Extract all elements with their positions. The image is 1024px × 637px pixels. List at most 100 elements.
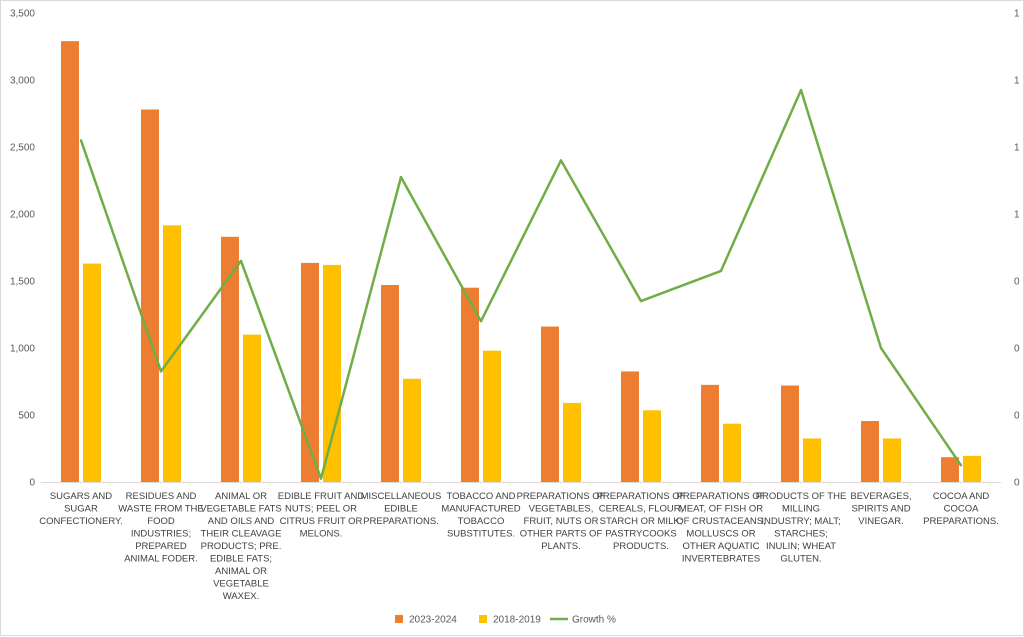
line-point — [639, 299, 643, 303]
x-category-line: MOLLUSCS OR — [686, 529, 755, 540]
line-point — [319, 477, 323, 480]
x-category-line: MELONS. — [300, 529, 343, 540]
bar-2018-2019 — [723, 423, 741, 482]
line-point — [399, 175, 403, 179]
y2-tick-label: 0 — [1014, 478, 1020, 489]
y-tick-label: 3,000 — [10, 76, 35, 87]
legend: 2023-2024 2018-2019 Growth % — [395, 615, 616, 626]
x-category-line: EDIBLE FATS; — [210, 554, 272, 565]
bar-2023-2024 — [301, 262, 319, 482]
bar-2018-2019 — [803, 438, 821, 482]
x-category-line: PRODUCTS OF THE — [756, 491, 847, 502]
x-category-label: TOBACCO AND MANUFACTURED TOBACCO SUBSTITUTE… — [441, 491, 520, 540]
y-tick-label: 2,500 — [10, 143, 35, 154]
x-category-line: COCOA — [944, 504, 980, 515]
y-tick-label: 2,000 — [10, 210, 35, 221]
x-category-label: COCOA AND COCOA PREPARATIONS. — [923, 491, 999, 527]
x-category-line: VEGETABLES, — [529, 504, 594, 515]
line-point — [79, 139, 83, 142]
x-category-line: CONFECTIONERY. — [39, 516, 123, 527]
x-category-line: PRODUCTS; PRE. — [201, 541, 282, 552]
x-category-line: COCOA AND — [933, 491, 990, 502]
x-category-line: INULIN; WHEAT — [766, 541, 836, 552]
y-tick-label: 0 — [29, 478, 35, 489]
bar-2018-2019 — [483, 350, 501, 482]
bar-2023-2024 — [61, 41, 79, 482]
bar-2023-2024 — [461, 287, 479, 482]
x-category-line: PREPARED — [135, 541, 187, 552]
line-point — [239, 259, 243, 263]
x-category-label: PREPARATIONS OF MEAT, OF FISH OR OF CRUSTA… — [676, 491, 766, 565]
x-category-line: PREPARATIONS. — [923, 516, 999, 527]
x-category-line: ANIMAL OR — [215, 566, 267, 577]
y2-tick-label: 0 — [1014, 344, 1020, 355]
x-category-line: SUBSTITUTES. — [447, 529, 515, 540]
x-category-label: MISCELLANEOUS EDIBLE PREPARATIONS. — [361, 491, 442, 527]
x-category-line: PREPARATIONS OF — [517, 491, 606, 502]
x-category-line: PREPARATIONS. — [363, 516, 439, 527]
x-category-line: THEIR CLEAVAGE — [201, 529, 282, 540]
x-category-line: EDIBLE FRUIT AND — [278, 491, 365, 502]
x-category-line: FOOD — [147, 516, 175, 527]
bar-2018-2019 — [323, 264, 341, 482]
x-category-label: SUGARS AND SUGAR CONFECTIONERY. — [39, 491, 123, 527]
bar-2023-2024 — [941, 457, 959, 482]
legend-label: Growth % — [572, 615, 616, 626]
bar-2018-2019 — [83, 263, 101, 482]
bar-2018-2019 — [563, 402, 581, 482]
bar-2023-2024 — [701, 384, 719, 482]
x-axis: SUGARS AND SUGAR CONFECTIONERY.RESIDUES AN… — [39, 482, 1001, 602]
y2-tick-label: 1 — [1014, 9, 1020, 20]
x-category-line: RESIDUES AND — [126, 491, 197, 502]
x-category-line: MEAT, OF FISH OR — [679, 504, 763, 515]
legend-label: 2023-2024 — [409, 615, 457, 626]
line-point — [559, 159, 563, 162]
line-point — [159, 370, 163, 373]
y2-tick-label: 1 — [1014, 76, 1020, 87]
x-category-line: WAXEX. — [223, 591, 260, 602]
x-category-line: EDIBLE — [384, 504, 418, 515]
x-category-line: PREPARATIONS OF — [597, 491, 686, 502]
bar-2018-2019 — [643, 410, 661, 482]
x-category-line: BEVERAGES, — [850, 491, 911, 502]
x-category-line: VINEGAR. — [858, 516, 903, 527]
line-point — [799, 88, 803, 92]
x-category-label: RESIDUES AND WASTE FROM THE FOOD INDUSTRIES… — [118, 491, 204, 565]
y2-tick-label: 0 — [1014, 411, 1020, 422]
x-category-line: CITRUS FRUIT OR — [280, 516, 363, 527]
bar-2023-2024 — [141, 109, 159, 482]
bar-2018-2019 — [403, 378, 421, 482]
x-category-line: INDUSTRIES; — [131, 529, 191, 540]
bar-2018-2019 — [163, 225, 181, 482]
x-category-line: PRODUCTS. — [613, 541, 669, 552]
line-point — [479, 320, 483, 323]
x-category-line: NUTS; PEEL OR — [285, 504, 357, 515]
x-category-line: ANIMAL OR — [215, 491, 267, 502]
x-category-line: FRUIT, NUTS OR — [524, 516, 599, 527]
bar-2023-2024 — [861, 421, 879, 482]
x-category-line: PASTRYCOOKS — [605, 529, 676, 540]
bar-2018-2019 — [883, 438, 901, 482]
x-category-line: PLANTS. — [541, 541, 581, 552]
line-point — [879, 346, 883, 350]
y-axis-secondary: 0 0 0 0 1 1 1 1 — [1014, 9, 1020, 489]
x-category-line: CEREALS, FLOUR, — [599, 504, 683, 515]
x-category-line: MANUFACTURED — [441, 504, 520, 515]
y-tick-label: 500 — [18, 411, 35, 422]
bar-2018-2019 — [963, 455, 981, 482]
y-tick-label: 1,500 — [10, 277, 35, 288]
y-tick-label: 1,000 — [10, 344, 35, 355]
x-category-line: GLUTEN. — [780, 554, 821, 565]
bar-2023-2024 — [541, 326, 559, 482]
x-category-line: OTHER PARTS OF — [520, 529, 603, 540]
x-category-line: STARCHES; — [774, 529, 828, 540]
line-series-group — [79, 88, 963, 480]
x-category-line: WASTE FROM THE — [118, 504, 204, 515]
bar-series-group — [61, 41, 981, 482]
x-category-line: INVERTEBRATES — [682, 554, 760, 565]
bar-2023-2024 — [621, 371, 639, 482]
x-category-line: MILLING — [782, 504, 820, 515]
x-category-line: STARCH OR MILK; — [600, 516, 683, 527]
